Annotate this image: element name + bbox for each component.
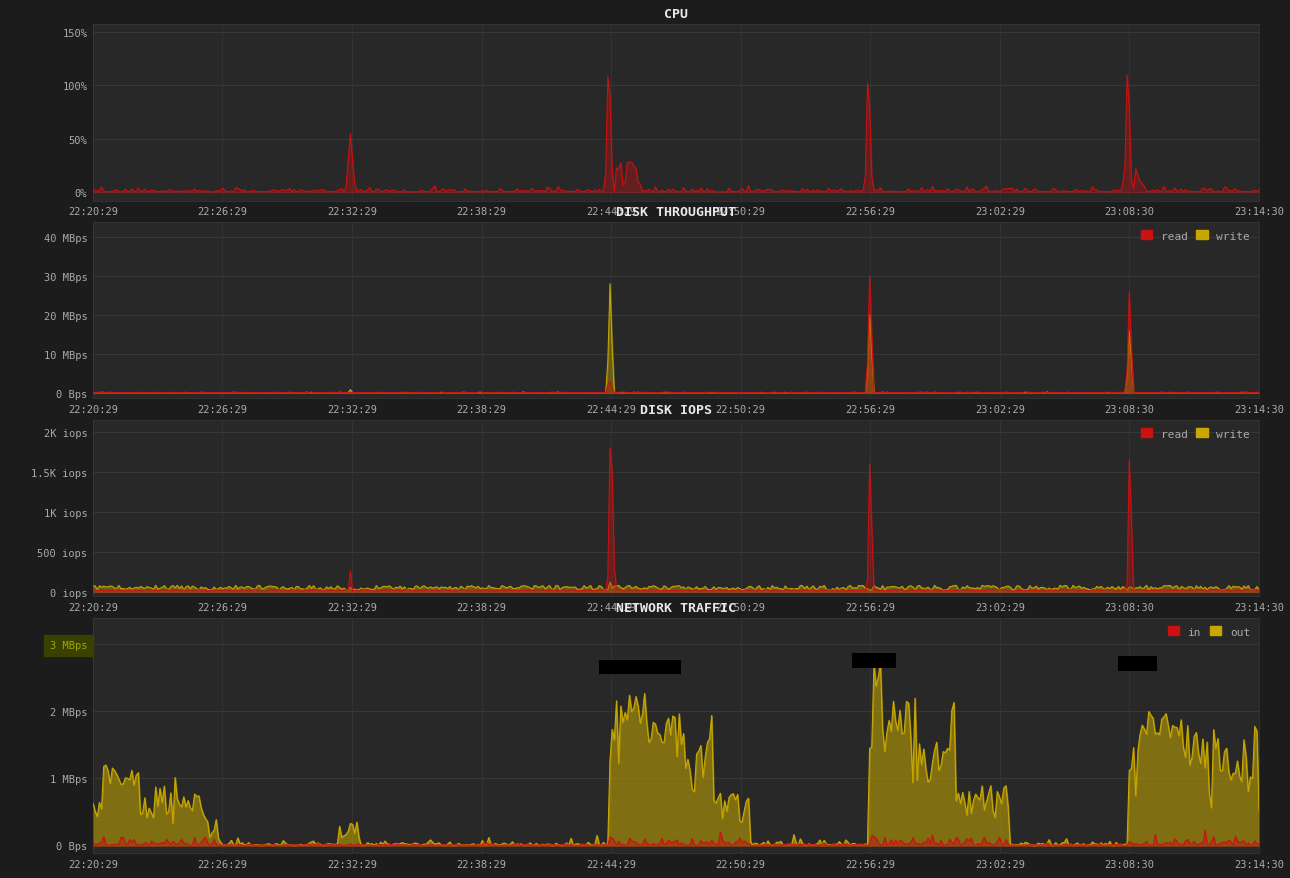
- Title: NETWORK TRAFFIC: NETWORK TRAFFIC: [615, 601, 737, 614]
- Legend: read, write: read, write: [1138, 426, 1254, 443]
- Title: DISK THROUGHPUT: DISK THROUGHPUT: [615, 205, 737, 219]
- Title: DISK IOPS: DISK IOPS: [640, 403, 712, 416]
- Legend: in, out: in, out: [1164, 623, 1254, 640]
- Bar: [1118, 657, 1157, 672]
- Bar: [853, 653, 895, 668]
- Legend: read, write: read, write: [1138, 228, 1254, 245]
- Title: CPU: CPU: [664, 8, 688, 21]
- Bar: [599, 660, 681, 674]
